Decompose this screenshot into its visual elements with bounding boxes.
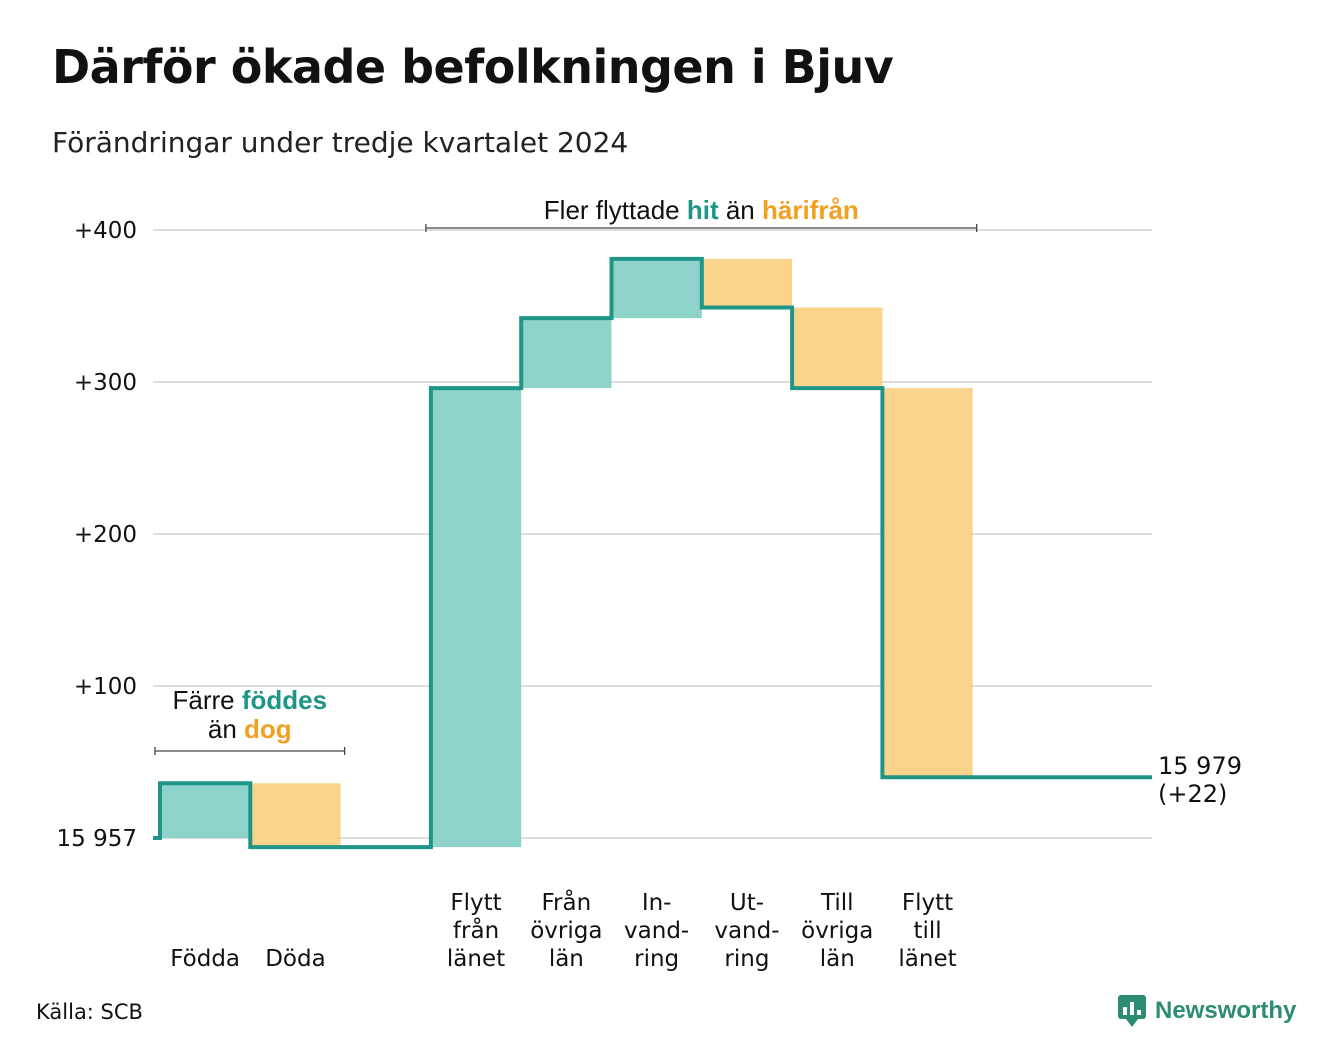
births-annotation-part: föddes [242,685,327,715]
bar-increase [430,388,522,848]
x-tick-label: vand- [714,918,779,944]
births-annotation-part: än [208,714,244,744]
x-tick-label: Döda [265,946,325,972]
bar-decrease [701,258,793,308]
y-tick-label: +400 [74,218,137,244]
migration-annotation: Fler flyttade hit än härifrån [544,195,859,225]
y-tick-label: 15 957 [57,826,137,852]
bar-decrease [882,388,973,778]
migration-annotation-part: hit [687,195,719,225]
migration-annotation-part: Fler flyttade [544,195,687,225]
y-tick-label: +100 [74,674,137,700]
births-annotation: än dog [208,714,292,744]
x-tick-label: ring [634,946,679,972]
end-total-label: 15 979 [1158,752,1242,780]
x-tick-label: vand- [624,918,689,944]
end-total-label: (+22) [1158,780,1227,808]
brand-name: Newsworthy [1155,997,1297,1024]
x-tick-label: övriga [530,918,602,944]
x-tick-label: län [820,946,855,972]
migration-annotation-part: än [719,195,762,225]
source-note: Källa: SCB [36,1000,143,1024]
chart-title: Därför ökade befolkningen i Bjuv [52,40,894,94]
y-tick-label: +300 [74,370,137,396]
bar-decrease [250,783,341,848]
bar-increase [160,783,251,838]
x-tick-label: Födda [170,946,240,972]
migration-annotation-part: härifrån [762,195,859,225]
bar-decrease [792,307,883,389]
x-tick-label: Ut- [730,890,764,916]
x-tick-label: till [913,918,941,944]
brand-logo: Newsworthy [1117,994,1296,1028]
running-total-line [153,256,1152,850]
chart-subtitle: Förändringar under tredje kvartalet 2024 [52,126,629,159]
bar-increase [521,318,612,389]
x-tick-label: Flytt [450,890,501,916]
newsworthy-logo-icon [1118,995,1146,1027]
x-tick-label: län [549,946,584,972]
y-tick-label: +200 [74,522,137,548]
x-tick-label: Från [542,888,592,916]
births-annotation-part: Färre [173,685,242,715]
x-tick-label: länet [447,946,505,972]
x-tick-label: Flytt [902,890,953,916]
x-tick-label: Till [820,890,854,916]
births-annotation-part: dog [244,714,292,744]
x-tick-label: ring [724,946,769,972]
x-tick-label: från [453,916,499,944]
bar-increase [611,258,702,319]
births-annotation: Färre föddes [173,685,328,715]
x-tick-label: länet [898,946,956,972]
x-tick-label: övriga [801,918,873,944]
x-tick-label: In- [642,890,672,916]
